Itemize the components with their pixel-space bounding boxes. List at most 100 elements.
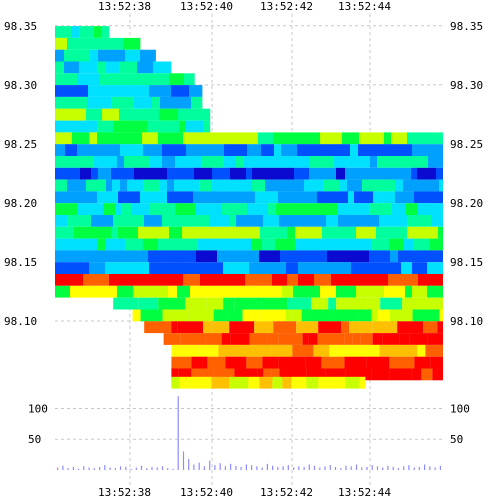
heatmap-cell [269,262,286,274]
heatmap-cell [414,356,431,369]
heatmap-cell [86,108,95,121]
heatmap-cell [167,191,193,204]
heatmap-cell [230,215,236,227]
heatmap-cell [389,356,415,369]
heatmap-cell [252,167,268,180]
heatmap-cell [55,120,64,133]
heatmap-cell [287,226,295,239]
heatmap-cell [295,226,322,239]
heatmap-cell [322,226,333,239]
heatmap-cell [224,144,231,156]
heatmap-cell [403,179,425,192]
heatmap-cell [103,203,115,215]
heatmap-cell [125,238,135,251]
heatmap-cell [159,108,171,121]
price-tick-left: 98.25 [4,138,37,151]
heatmap-cell [359,376,366,389]
heatmap-cell [263,368,272,381]
heatmap-cell [366,356,390,369]
heatmap-cell [193,120,203,133]
price-tick-left: 98.30 [4,79,37,92]
heatmap-cell [236,215,263,227]
heatmap-cell [387,215,400,227]
heatmap-cell [153,61,172,74]
heatmap-cell [131,203,150,215]
heatmap-cell [345,250,369,263]
heatmap-cell [247,203,268,215]
heatmap-cell [246,356,263,369]
time-tick-bottom: 13:52:40 [180,486,233,499]
heatmap-cell [395,262,401,274]
heatmap-cell [261,297,288,310]
heatmap-cell [171,344,199,357]
time-tick-top: 13:52:44 [338,0,391,13]
heatmap-cell [286,262,298,274]
heatmap-cell [421,368,433,381]
heatmap-cell [372,333,383,345]
heatmap-cell [309,191,317,204]
heatmap-cell [99,85,123,97]
heatmap-cell [227,179,252,192]
heatmap-cell [105,238,125,251]
heatmap-cell [117,132,142,145]
heatmap-cell [268,167,287,180]
heatmap-cell [352,333,361,345]
heatmap-cell [344,356,367,369]
heatmap-cell [97,191,103,204]
heatmap-cell [418,274,440,286]
heatmap-cell [83,274,109,286]
heatmap-cell [179,120,186,133]
heatmap-cell [225,356,247,369]
heatmap-cell [171,368,179,381]
heatmap-cell [317,333,345,345]
heatmap-cell [55,215,67,227]
heatmap-cell [395,179,403,192]
heatmap-cell [382,144,399,156]
heatmap-cell [412,309,440,322]
heatmap-cell [384,191,395,204]
heatmap-cell [332,238,356,251]
heatmap-cell [311,297,318,310]
heatmap-cell [284,156,302,168]
heatmap-cell [208,274,218,286]
heatmap-cell [397,274,418,286]
heatmap-cell [393,167,411,180]
heatmap-cell [273,132,300,145]
heatmap-cell [194,167,212,180]
heatmap-cell [235,285,259,298]
heatmap-cell [55,250,78,263]
heatmap-cell [183,274,200,286]
heatmap-cell [298,262,320,274]
heatmap-cell [103,37,123,50]
heatmap-cell [221,333,231,345]
heatmap-cell [309,167,336,180]
heatmap-cell [217,285,235,298]
heatmap-cell [389,368,412,381]
heatmap-cell [88,85,99,97]
heatmap-cell [222,132,239,145]
heatmap-cell [171,85,189,97]
heatmap-cell [55,73,77,86]
heatmap-cell [305,238,332,251]
heatmap-cell [350,144,358,156]
heatmap-cell [234,368,258,381]
heatmap-cell [239,132,258,145]
heatmap-cell [427,333,443,345]
heatmap-cell [285,309,293,322]
heatmap-cell [369,250,390,263]
heatmap-cell [371,238,389,251]
volume-tick-right: 100 [450,402,470,415]
heatmap-cell [64,120,83,133]
heatmap-cell [430,238,443,251]
heatmap-cell [138,250,148,263]
heatmap-cell [65,144,77,156]
heatmap-cell [134,96,152,109]
heatmap-cell [189,108,211,121]
heatmap-cell [339,179,347,192]
heatmap-cell [279,368,307,381]
heatmap-cell [104,144,110,156]
heatmap-cell [369,167,393,180]
heatmap-cell [199,179,211,192]
heatmap-cell [287,167,294,180]
